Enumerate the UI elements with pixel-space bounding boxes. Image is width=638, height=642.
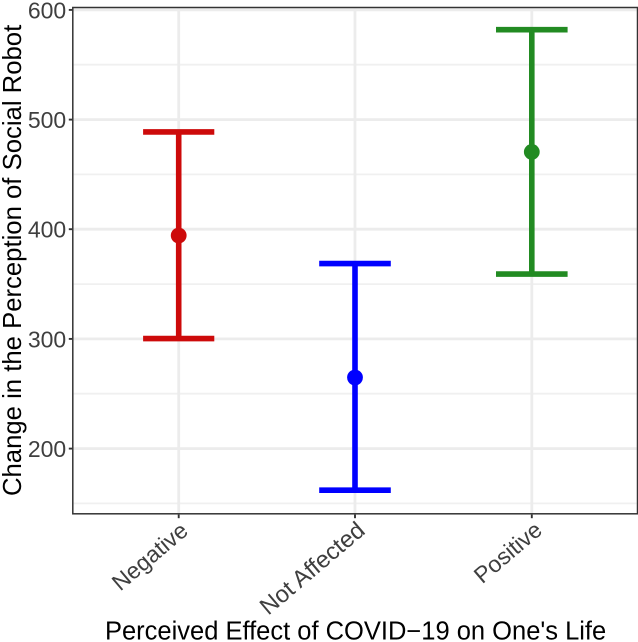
svg-text:Change in the Perception of So: Change in the Perception of Social Robot xyxy=(0,25,27,496)
svg-text:400: 400 xyxy=(28,217,66,243)
svg-text:600: 600 xyxy=(28,0,66,23)
svg-text:Perceived Effect of COVID−19 o: Perceived Effect of COVID−19 on One's Li… xyxy=(105,617,606,642)
svg-text:300: 300 xyxy=(28,326,66,352)
svg-text:200: 200 xyxy=(28,436,66,462)
svg-text:500: 500 xyxy=(28,107,66,133)
